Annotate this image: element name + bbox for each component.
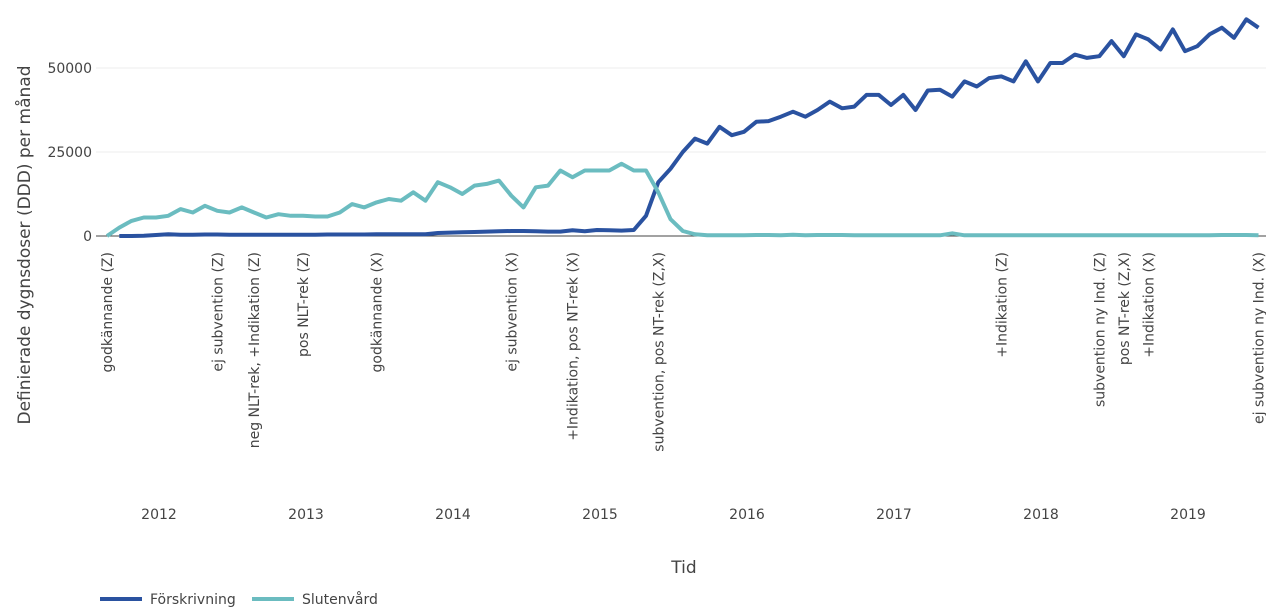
x-axis-title: Tid bbox=[670, 558, 696, 578]
annotation: +Indikation, pos NT-rek (X) bbox=[566, 252, 582, 441]
y-axis-title: Definierade dygnsdoser (DDD) per månad bbox=[14, 66, 35, 425]
annotation: ej subvention (Z) bbox=[210, 252, 226, 372]
x-tick-label: 2018 bbox=[1023, 507, 1059, 523]
series-line bbox=[105, 161, 1259, 238]
y-tick-label: 25000 bbox=[47, 145, 92, 161]
annotation: +Indikation (Z) bbox=[994, 252, 1010, 358]
annotation: pos NLT-rek (Z) bbox=[296, 252, 312, 357]
legend-label: Förskrivning bbox=[150, 592, 236, 608]
y-tick-label: 50000 bbox=[47, 61, 92, 77]
x-tick-label: 2017 bbox=[876, 507, 912, 523]
annotation: pos NT-rek (Z,X) bbox=[1117, 252, 1133, 365]
annotation: subvention, pos NT-rek (Z,X) bbox=[651, 252, 667, 452]
series-line bbox=[119, 17, 1260, 238]
legend-label: Slutenvård bbox=[302, 591, 378, 608]
x-tick-label: 2016 bbox=[729, 507, 765, 523]
annotation: +Indikation (X) bbox=[1141, 252, 1157, 358]
annotation: neg NLT-rek, +Indikation (Z) bbox=[247, 252, 263, 448]
x-tick-label: 2019 bbox=[1170, 507, 1206, 523]
x-tick-label: 2012 bbox=[141, 507, 177, 523]
annotation: ej subvention ny Ind. (X) bbox=[1252, 252, 1266, 424]
x-tick-label: 2015 bbox=[582, 507, 618, 523]
y-tick-label: 0 bbox=[83, 229, 92, 245]
annotation: ej subvention (X) bbox=[504, 252, 520, 372]
x-tick-label: 2014 bbox=[435, 507, 471, 523]
annotation: godkännande (X) bbox=[370, 252, 386, 372]
x-tick-label: 2013 bbox=[288, 507, 324, 523]
annotation: subvention ny Ind. (Z) bbox=[1092, 252, 1108, 407]
annotation: godkännande (Z) bbox=[100, 252, 116, 372]
